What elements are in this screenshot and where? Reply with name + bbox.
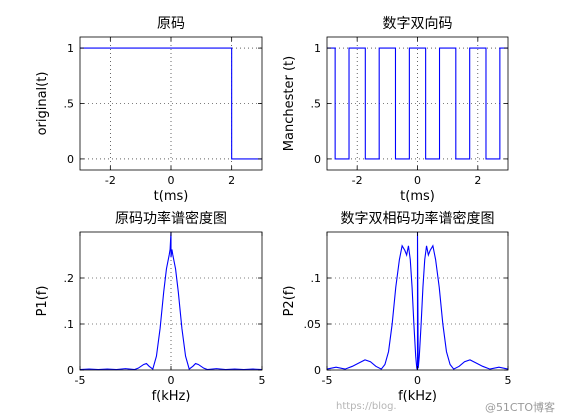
watermark-url: https://blog. [336,401,397,412]
chart3-y-tick-label-0: 0 [67,364,74,377]
chart2-x-tick-label-1: 0 [414,174,421,187]
chart3-x-tick-label-2: 5 [259,374,266,387]
chart1-series-line-0 [80,47,262,160]
chart1-x-tick-label-0: -2 [105,174,116,187]
chart3-series-line-0 [79,231,263,371]
chart2-x-tick-label-0: -2 [352,174,363,187]
chart1-y-tick-label-1: .5 [64,98,75,111]
chart2-series-line-0 [327,47,508,160]
chart3-y-axis-label: P1(f) [35,286,50,317]
chart4-series-line-0 [326,231,509,371]
chart1-x-axis-label: t(ms) [154,189,189,204]
chart4-x-tick-label-1: 0 [414,374,421,387]
chart1-x-tick-label-1: 0 [168,174,175,187]
chart1-y-tick-label-0: 0 [67,153,74,166]
chart3-y-tick-label-2: .2 [64,272,75,285]
watermark-site: @51CTO博客 [484,401,555,414]
chart4-y-axis-label: P2(f) [282,286,297,317]
chart2-y-tick-label-0: 0 [314,153,321,166]
chart1-x-tick-label-2: 2 [228,174,235,187]
chart3-x-tick-label-1: 0 [168,374,175,387]
chart2-y-tick-label-2: 1 [314,42,321,55]
chart2-x-axis-label: t(ms) [400,189,435,204]
chart1-y-axis-label: original(t) [35,72,50,136]
chart2-title: 数字双向码 [383,16,453,32]
chart4-y-tick-label-2: .1 [311,272,322,285]
chart4-x-tick-label-2: 5 [505,374,512,387]
chart3-title: 原码功率谱密度图 [115,210,227,227]
chart2-x-tick-label-2: 2 [474,174,481,187]
chart1-title: 原码 [157,16,185,32]
chart3-x-axis-label: f(kHz) [152,389,191,404]
chart2-plot-area [327,37,508,170]
chart2-y-axis-label: Manchester (t) [282,56,297,151]
chart3-y-tick-label-1: .1 [64,318,75,331]
chart4-x-tick-label-0: -5 [322,374,333,387]
chart4-y-tick-label-1: .05 [304,318,322,331]
chart4-title: 数字双相码功率谱密度图 [341,210,495,227]
chart1-plot-area [80,37,262,170]
chart4-y-tick-label-0: 0 [314,364,321,377]
chart1-y-tick-label-2: 1 [67,42,74,55]
chart3-x-tick-label-0: -5 [75,374,86,387]
chart4-x-axis-label: f(kHz) [398,389,437,404]
chart2-y-tick-label-1: .5 [311,98,322,111]
